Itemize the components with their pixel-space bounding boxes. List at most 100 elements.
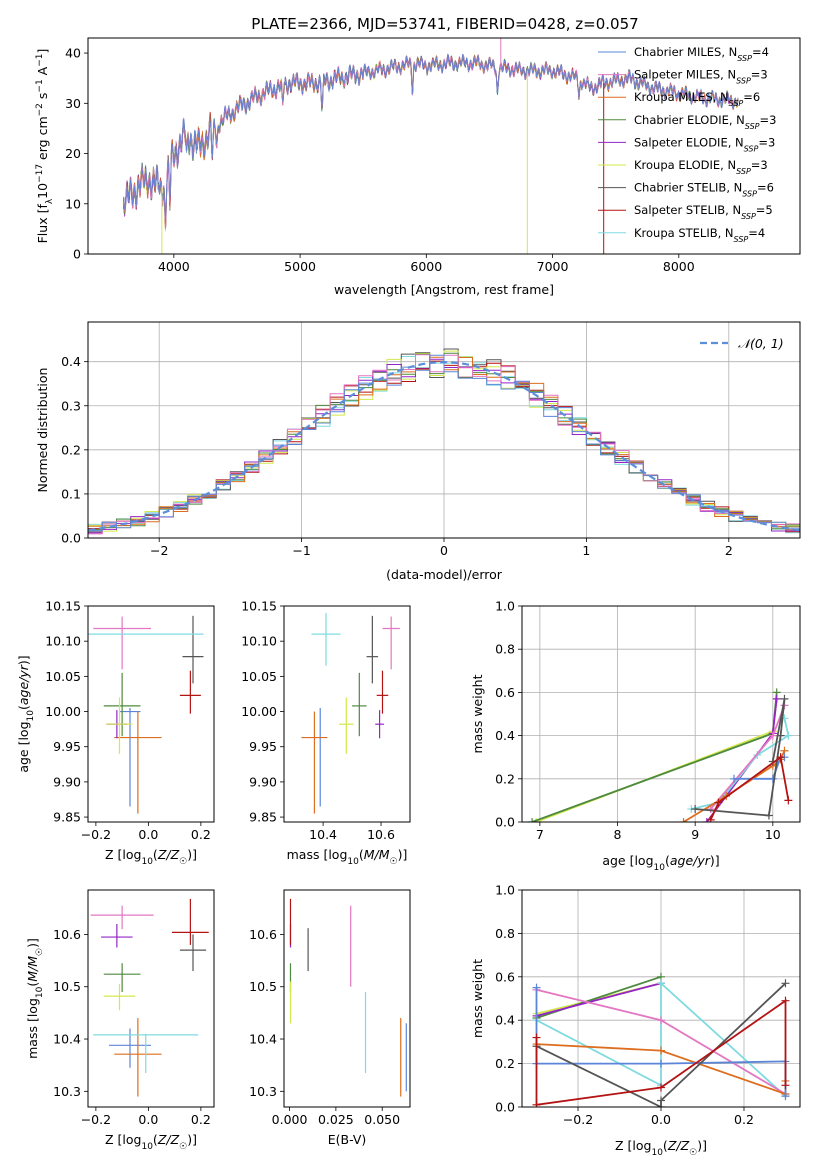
y-tick-label: 0.0: [61, 531, 81, 546]
y-tick-label: 9.85: [249, 810, 277, 825]
x-tick-label: 0.025: [318, 1112, 354, 1127]
y-tick-label: 0.2: [61, 442, 81, 457]
legend-count: =3: [751, 68, 768, 82]
y-tick-label: 0.1: [61, 486, 81, 501]
legend-label: 𝒩(0, 1): [738, 336, 784, 351]
x-axis-label: (data-model)/error: [386, 567, 503, 582]
axes-frame: [87, 605, 215, 823]
label-part: Z/Z: [157, 1132, 180, 1147]
y-tick-label: 1.0: [495, 599, 515, 614]
x-tick-label: 9: [691, 827, 699, 842]
x-tick-label: −0.2: [81, 827, 111, 842]
legend-model: Chabrier ELODIE, N: [634, 113, 745, 127]
y-axis-label: mass [log10(M/M☉)]: [25, 938, 45, 1059]
label-part: ☉: [390, 857, 398, 867]
label-part: age [log: [16, 721, 31, 772]
axes-frame: [283, 889, 411, 1108]
label-part: (: [25, 982, 40, 987]
legend-count: =3: [760, 113, 777, 127]
weight-marker: [729, 774, 738, 783]
label-part: −1: [35, 54, 45, 67]
plot-area: [90, 898, 209, 1097]
weight-marker: [657, 1059, 665, 1068]
weight-marker: [768, 774, 777, 783]
label-part: Z [log: [105, 1132, 141, 1147]
legend-count: =4: [748, 226, 765, 240]
weight-marker: [714, 798, 723, 807]
legend-count: =3: [751, 158, 768, 172]
panel-mass-vs-Z: −0.2 0.0 0.210.310.410.510.6Z [log10(Z/Z☉)…: [25, 889, 215, 1152]
label-part: 10: [651, 1148, 663, 1158]
label-part: )]: [187, 1132, 197, 1147]
label-part: A: [35, 66, 50, 79]
label-part: mass [log: [287, 847, 348, 862]
weight-marker: [781, 996, 790, 1005]
panel-weight-vs-Z: −0.2 0.0 0.2 0.0 0.2 0.4 0.6 0.8 1.0 Z [log10(Z/Z…: [470, 883, 801, 1158]
legend-model: Kroupa STELIB, N: [634, 226, 734, 240]
weight-marker: [784, 731, 793, 740]
y-tick-label: 10.5: [53, 979, 81, 994]
legend-sub: SSP: [741, 212, 756, 221]
label-part: 10: [654, 863, 666, 873]
x-axis-label: mass [log10(M/M☉)]: [287, 847, 408, 867]
weight-marker: [532, 1033, 541, 1042]
legend-model: Kroupa ELODIE, N: [634, 158, 736, 172]
weight-line: [531, 692, 778, 822]
axes-frame: [521, 605, 801, 823]
legend-sub: SSP: [744, 144, 759, 153]
y-tick-label: 10.6: [53, 927, 81, 942]
label-part: age [log: [602, 853, 653, 868]
x-tick-label: 10.6: [367, 827, 395, 842]
label-part: Z/Z: [157, 847, 180, 862]
label-part: 10: [35, 183, 50, 199]
y-tick-label: 0.6: [495, 969, 515, 984]
legend-model: Chabrier STELIB, N: [634, 181, 742, 195]
weight-marker: [768, 731, 777, 740]
label-part: M/M: [25, 956, 40, 982]
x-axis-label: age [log10(age/yr)]: [602, 853, 719, 873]
x-tick-label: −2: [150, 543, 168, 558]
panel-age-vs-mass: 10.4 10.6 9.85 9.90 9.95 10.00 10.05 10.10 10.15…: [241, 599, 411, 867]
spectrum-line: [122, 53, 739, 224]
y-tick-label: 30: [65, 96, 81, 111]
label-part: 10: [141, 1142, 153, 1152]
y-tick-label: 10.4: [53, 1032, 81, 1047]
label-part: λ: [45, 198, 55, 204]
legend-model: Salpeter STELIB, N: [634, 203, 741, 217]
y-axis-label: mass weight: [470, 959, 485, 1038]
label-part: 10: [26, 710, 36, 722]
label-part: 10: [35, 986, 45, 998]
y-tick-label: 10.15: [241, 599, 277, 614]
y-tick-label: 0.0: [495, 815, 515, 830]
label-part: −1: [35, 79, 45, 92]
x-tick-label: 7000: [537, 259, 569, 274]
weight-line: [535, 698, 778, 822]
label-part: (: [16, 705, 31, 710]
x-tick-label: 2: [725, 543, 733, 558]
y-axis-label: Flux [fλ10−17 erg cm−2 s−1 A−1]: [35, 49, 55, 244]
plot-area: [289, 898, 407, 1097]
x-axis-label: wavelength [Angstrom, rest frame]: [334, 282, 554, 297]
y-tick-label: 20: [65, 146, 81, 161]
x-tick-label: −1: [292, 543, 310, 558]
label-part: age/yr: [670, 853, 711, 868]
y-axis-label: age [log10(age/yr)]: [16, 655, 36, 772]
y-tick-label: 10.3: [249, 1084, 277, 1099]
legend-sub: SSP: [742, 189, 757, 198]
label-part: )]: [187, 847, 197, 862]
label-part: mass [log: [25, 998, 40, 1059]
axes-frame: [87, 321, 801, 539]
weight-line: [709, 755, 790, 821]
legend-label: Kroupa MILES, NSSP=6: [634, 90, 760, 108]
y-tick-label: 0.3: [61, 398, 81, 413]
label-part: Z [log: [105, 847, 141, 862]
y-axis-label: Normed distribution: [35, 368, 50, 493]
y-tick-label: 10.05: [45, 669, 81, 684]
y-tick-label: 10.10: [45, 634, 81, 649]
legend-label: Salpeter STELIB, NSSP=5: [634, 203, 773, 221]
panel-residuals: −2 −1 0 1 2 0.0 0.1 0.2 0.3 0.4 𝒩(0, 1) (data-model…: [35, 321, 801, 582]
y-tick-label: 9.95: [53, 739, 81, 754]
label-part: ☉: [35, 948, 45, 956]
